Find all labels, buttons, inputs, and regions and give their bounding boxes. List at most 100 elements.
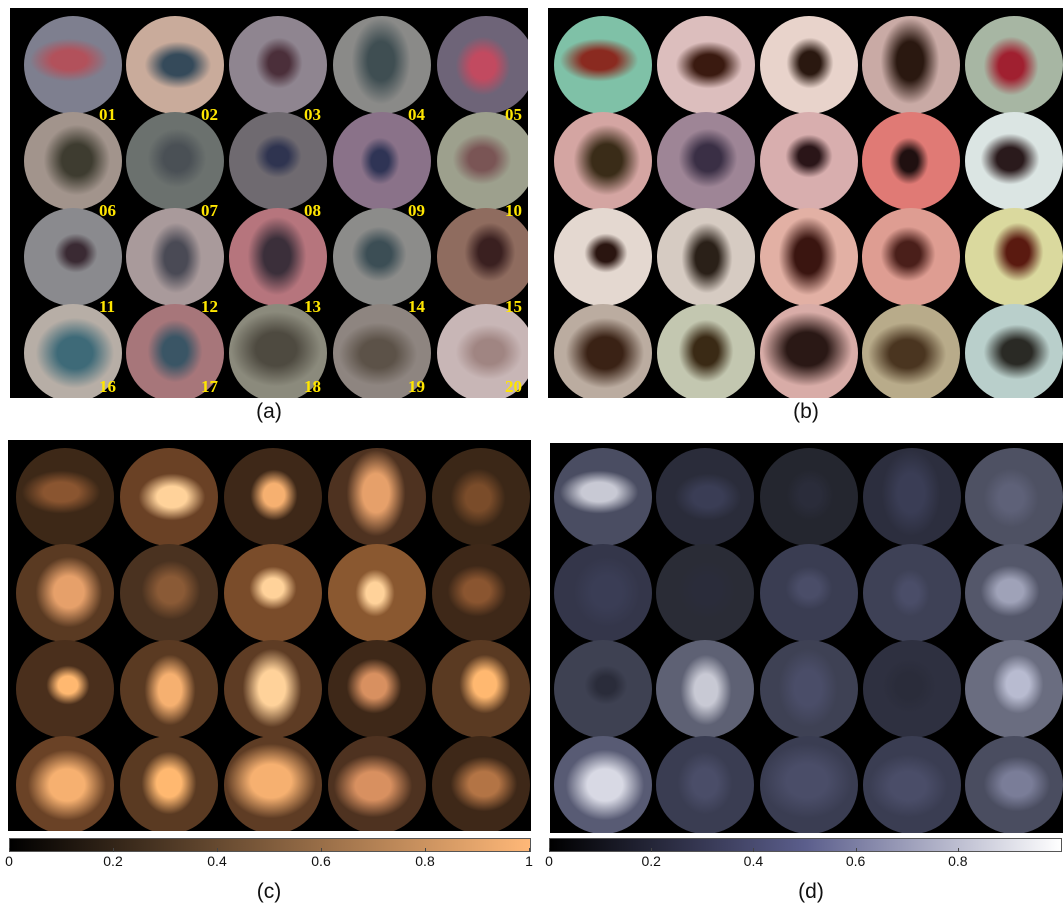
- image-number-label: 10: [505, 201, 522, 220]
- colorbar-tick: [529, 848, 530, 852]
- image-number-label: 02: [201, 105, 218, 124]
- colorbar-tick-label: 0: [545, 853, 553, 869]
- lesion-image-4: [863, 448, 961, 546]
- lesion-image-19: [863, 736, 961, 833]
- colorbar-tick: [753, 848, 755, 852]
- lesion-image-13: [760, 208, 858, 306]
- lesion-image-15: [965, 640, 1063, 738]
- lesion-image-5: [437, 16, 528, 114]
- panel-d-caption: (d): [798, 880, 824, 903]
- lesion-image-10: [437, 112, 528, 210]
- image-number-label: 11: [99, 297, 116, 316]
- colorbar-tick-label: 0.4: [743, 853, 764, 869]
- image-number-label: 18: [304, 377, 321, 396]
- lesion-image-3: [760, 448, 858, 546]
- colorbar-tick: [549, 848, 550, 852]
- image-number-label: 19: [408, 377, 425, 396]
- panel-c: [8, 440, 531, 831]
- colorbar-c: [9, 838, 531, 852]
- lesion-image-4: [862, 16, 960, 114]
- lesion-image-5: [965, 448, 1063, 546]
- image-number-label: 13: [304, 297, 321, 316]
- lesion-image-16: [16, 736, 114, 831]
- lesion-image-17: [126, 304, 224, 398]
- lesion-image-11: [554, 208, 652, 306]
- image-number-label: 09: [408, 201, 425, 220]
- lesion-image-12: [126, 208, 224, 306]
- colorbar-tick: [651, 848, 653, 852]
- colorbar-tick-label: 0.8: [948, 853, 968, 869]
- panel-d: [550, 443, 1063, 833]
- lesion-image-13: [760, 640, 858, 738]
- lesion-image-13: [229, 208, 327, 306]
- colorbar-tick-label: 1: [525, 853, 533, 869]
- lesion-image-9: [328, 544, 426, 642]
- lesion-image-8: [224, 544, 322, 642]
- lesion-image-20: [965, 736, 1063, 833]
- lesion-image-5: [965, 16, 1063, 114]
- panel-b-caption: (b): [793, 400, 819, 423]
- panel-c-caption: (c): [256, 880, 282, 903]
- lesion-image-20: [437, 304, 528, 398]
- lesion-image-1: [554, 448, 652, 546]
- lesion-image-18: [760, 304, 858, 398]
- lesion-image-2: [120, 448, 218, 546]
- image-number-label: 03: [304, 105, 321, 124]
- lesion-image-10: [965, 544, 1063, 642]
- lesion-image-8: [760, 544, 858, 642]
- lesion-image-3: [224, 448, 322, 546]
- colorbar-tick-label: 0: [5, 853, 13, 869]
- lesion-image-1: [24, 16, 122, 114]
- lesion-image-14: [333, 208, 431, 306]
- lesion-image-11: [16, 640, 114, 738]
- lesion-image-2: [126, 16, 224, 114]
- colorbar-tick-label: 0.2: [641, 853, 661, 869]
- image-number-label: 05: [505, 105, 522, 124]
- lesion-image-16: [24, 304, 122, 398]
- colorbar-tick: [217, 848, 218, 852]
- lesion-image-3: [229, 16, 327, 114]
- image-number-label: 15: [505, 297, 522, 316]
- lesion-image-4: [333, 16, 431, 114]
- lesion-image-4: [328, 448, 426, 546]
- image-number-label: 07: [201, 201, 218, 220]
- lesion-image-18: [224, 736, 322, 831]
- colorbar-tick: [113, 848, 114, 852]
- lesion-image-5: [432, 448, 530, 546]
- lesion-image-14: [328, 640, 426, 738]
- colorbar-tick-label: 0.8: [415, 853, 435, 869]
- lesion-image-17: [120, 736, 218, 831]
- lesion-image-18: [229, 304, 327, 398]
- lesion-image-7: [126, 112, 224, 210]
- lesion-image-11: [554, 640, 652, 738]
- lesion-image-6: [554, 544, 652, 642]
- image-number-label: 06: [99, 201, 116, 220]
- lesion-image-15: [437, 208, 528, 306]
- lesion-image-16: [554, 304, 652, 398]
- lesion-image-8: [229, 112, 327, 210]
- image-number-label: 14: [408, 297, 425, 316]
- lesion-image-14: [863, 640, 961, 738]
- panel-a-caption: (a): [256, 400, 282, 423]
- lesion-image-10: [432, 544, 530, 642]
- lesion-image-12: [120, 640, 218, 738]
- image-number-label: 08: [304, 201, 321, 220]
- lesion-image-20: [432, 736, 530, 831]
- lesion-image-8: [760, 112, 858, 210]
- lesion-image-2: [656, 448, 754, 546]
- lesion-image-9: [862, 112, 960, 210]
- lesion-image-6: [16, 544, 114, 642]
- lesion-image-11: [24, 208, 122, 306]
- panel-b: [548, 8, 1063, 398]
- lesion-image-19: [862, 304, 960, 398]
- lesion-image-12: [656, 640, 754, 738]
- panel-a: 01 02 03 04 05 06 07 08 09 10 11 12 13 14 15 16 17 18 19 20: [10, 8, 528, 398]
- lesion-image-12: [657, 208, 755, 306]
- lesion-image-9: [863, 544, 961, 642]
- lesion-image-17: [656, 736, 754, 833]
- colorbar-tick-label: 0.6: [311, 853, 331, 869]
- lesion-image-20: [965, 304, 1063, 398]
- image-number-label: 16: [99, 377, 116, 396]
- image-number-label: 20: [505, 377, 522, 396]
- colorbar-tick: [9, 848, 10, 852]
